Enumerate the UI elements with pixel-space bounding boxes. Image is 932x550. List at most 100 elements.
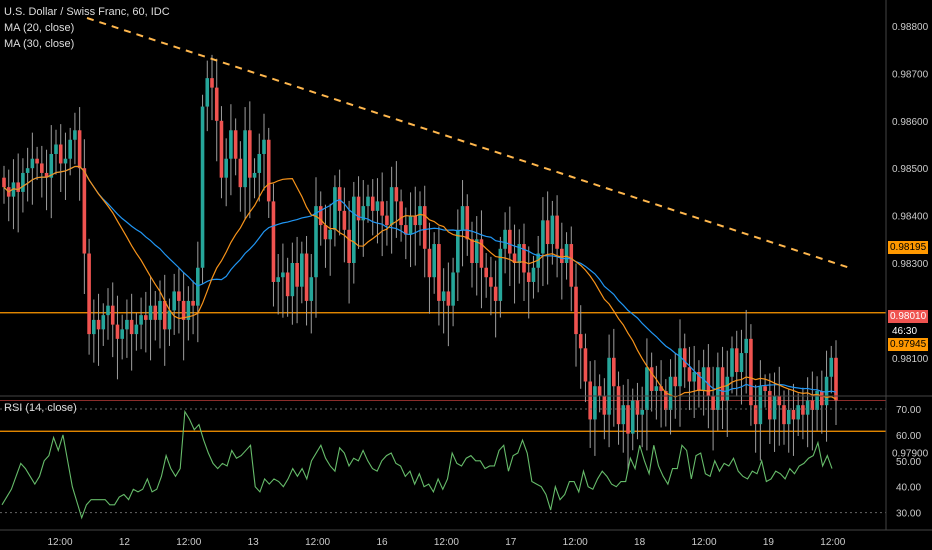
- candle: [337, 169, 342, 236]
- support-price-badge: 0.97945: [888, 338, 929, 351]
- candle: [772, 372, 777, 452]
- candle: [541, 197, 545, 287]
- candle-body: [550, 215, 555, 245]
- rsi-tick-label: 60.00: [896, 431, 921, 442]
- candle-body: [82, 168, 87, 254]
- candle: [356, 176, 361, 249]
- candle-body: [87, 253, 91, 335]
- candle: [295, 236, 299, 324]
- candle: [394, 161, 399, 238]
- candle-body: [479, 239, 484, 268]
- candle: [148, 276, 153, 361]
- candle: [314, 177, 318, 318]
- ma30-line: [3, 165, 837, 393]
- price-tick-label: 0.98300: [892, 259, 929, 270]
- candle-body: [706, 367, 711, 396]
- ma30-legend[interactable]: MA (30, close): [4, 38, 75, 50]
- ma20-legend[interactable]: MA (20, close): [4, 22, 75, 34]
- candle-body: [276, 277, 280, 282]
- time-tick-label: 12:00: [305, 537, 330, 548]
- candle: [612, 328, 616, 427]
- candle: [597, 374, 602, 413]
- candle-body: [659, 386, 663, 391]
- candle-body: [342, 210, 347, 230]
- candle: [550, 200, 555, 265]
- candle-body: [385, 215, 389, 226]
- candle: [701, 349, 706, 416]
- candle: [63, 132, 68, 200]
- time-tick-label: 12:00: [47, 537, 72, 548]
- candle: [512, 224, 517, 304]
- candle-body: [366, 196, 370, 207]
- symbol-title[interactable]: U.S. Dollar / Swiss Franc, 60, IDC: [4, 6, 170, 18]
- candle-body: [252, 172, 257, 178]
- candle-body: [295, 263, 299, 287]
- rsi-legend[interactable]: RSI (14, close): [4, 402, 77, 414]
- candle: [649, 352, 654, 412]
- candle-body: [356, 196, 361, 221]
- candle: [125, 299, 129, 358]
- candle: [333, 175, 337, 247]
- candle: [451, 257, 455, 327]
- candle: [375, 178, 380, 244]
- candle-body: [200, 106, 205, 268]
- candle-body: [361, 206, 366, 221]
- candle-body: [134, 324, 139, 335]
- candle-body: [186, 300, 191, 320]
- candle: [281, 243, 285, 318]
- candle-body: [181, 300, 186, 320]
- candle: [110, 282, 115, 358]
- candle: [777, 366, 782, 446]
- candle-body: [285, 272, 290, 297]
- candle: [224, 138, 228, 207]
- candle-body: [470, 239, 474, 263]
- candle-body: [493, 286, 498, 301]
- candle-body: [578, 334, 583, 349]
- candle: [139, 297, 143, 350]
- candle-body: [692, 372, 696, 382]
- candle: [408, 192, 413, 268]
- trend-line: [86, 17, 851, 269]
- candle: [574, 263, 578, 367]
- time-tick-label: 12:00: [691, 537, 716, 548]
- candle: [347, 200, 351, 304]
- candle-body: [725, 376, 730, 401]
- candle-body: [569, 244, 574, 287]
- candle-body: [73, 130, 77, 140]
- candle: [200, 94, 205, 285]
- candle: [479, 210, 484, 309]
- candle-body: [404, 225, 408, 235]
- candle-body: [626, 405, 630, 434]
- candle-body: [408, 215, 413, 235]
- candle: [569, 226, 574, 312]
- candle-body: [612, 357, 616, 387]
- candle-body: [205, 78, 210, 107]
- candle-body: [635, 400, 640, 415]
- candle-body: [782, 405, 786, 425]
- candle-body: [484, 267, 488, 278]
- candle-body: [172, 291, 176, 311]
- candle: [115, 295, 120, 380]
- candle-body: [129, 319, 134, 335]
- candle-body: [214, 87, 219, 121]
- time-tick-label: 12: [119, 537, 131, 548]
- candle: [352, 181, 356, 284]
- candle-body: [92, 319, 96, 335]
- candle: [162, 274, 167, 366]
- candle: [498, 236, 503, 318]
- candle-body: [654, 386, 659, 391]
- candle: [645, 338, 649, 451]
- candle: [233, 118, 238, 176]
- candle-body: [243, 130, 247, 188]
- candle-body: [248, 130, 252, 178]
- candle-body: [682, 348, 687, 368]
- candle-body: [673, 376, 678, 387]
- candle: [829, 345, 834, 394]
- candle: [248, 101, 252, 219]
- candle-body: [262, 139, 266, 154]
- candle: [11, 159, 16, 230]
- price-tick-label: 0.98100: [892, 354, 929, 365]
- candle: [153, 290, 158, 341]
- candle-body: [328, 229, 332, 240]
- candle: [318, 191, 323, 246]
